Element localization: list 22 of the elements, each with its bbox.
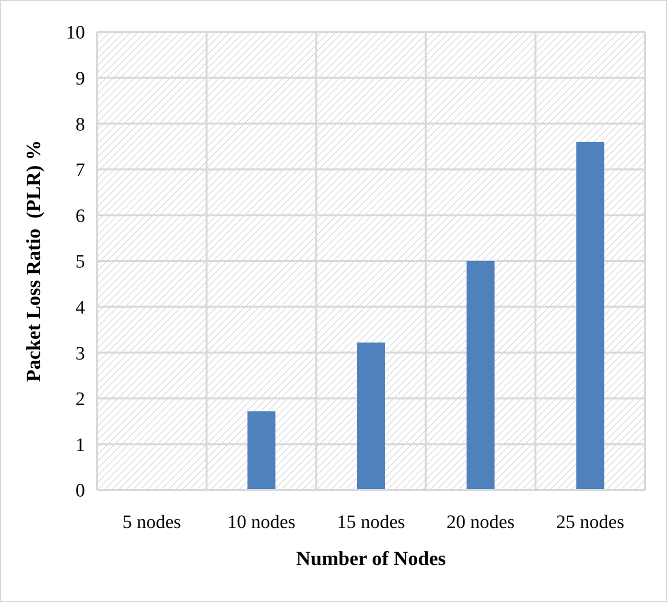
bar <box>466 261 495 490</box>
y-tick-label: 9 <box>76 68 85 90</box>
y-tick-label: 0 <box>76 480 85 502</box>
y-tick-label: 10 <box>66 22 85 44</box>
x-tick-label: 15 nodes <box>336 512 406 533</box>
y-tick-label: 6 <box>76 206 85 227</box>
x-tick-label: 25 nodes <box>556 512 624 533</box>
y-tick-label: 3 <box>76 343 85 364</box>
y-tick-label: 8 <box>76 114 85 136</box>
x-tick-label: 20 nodes <box>446 512 515 533</box>
x-tick-label: 10 nodes <box>227 512 296 533</box>
bar <box>247 411 276 490</box>
bar <box>576 142 604 490</box>
bar <box>357 342 385 490</box>
y-tick-label: 1 <box>76 434 85 456</box>
y-tick-label: 7 <box>76 160 85 182</box>
x-tick-label: 5 nodes <box>122 512 182 533</box>
x-axis-title: Number of Nodes <box>296 548 446 570</box>
y-tick-label: 2 <box>76 389 85 410</box>
y-axis-title: Packet Loss Ratio (PLR) % <box>23 140 45 382</box>
y-tick-label: 5 <box>76 252 85 273</box>
y-tick-label: 4 <box>76 297 86 318</box>
